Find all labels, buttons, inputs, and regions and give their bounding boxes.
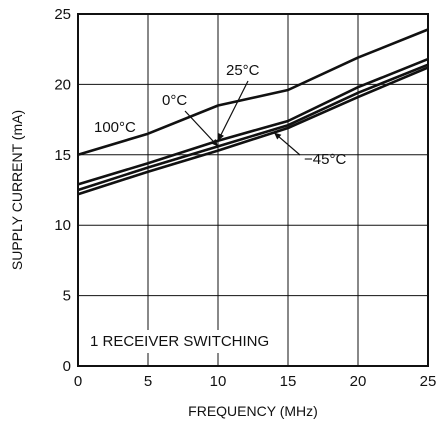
tick-labels: 0 5 10 15 20 25 0 5 10 15 20 25 — [54, 6, 436, 390]
series-label-0: 100°C — [94, 119, 136, 136]
y-tick-label-1: 5 — [63, 288, 71, 305]
series-arrowhead-3 — [274, 132, 282, 140]
series-arrowhead-1 — [218, 133, 225, 141]
series-labels: 100°C 25°C 0°C −45°C — [94, 62, 346, 168]
x-tick-label-3: 15 — [280, 373, 297, 390]
series-arrowhead-2 — [210, 139, 218, 147]
x-tick-label-5: 25 — [420, 373, 437, 390]
series-label-3: −45°C — [304, 151, 346, 168]
x-axis-title: FREQUENCY (MHz) — [188, 403, 318, 419]
y-tick-label-3: 15 — [54, 147, 71, 164]
series-line-0 — [77, 28, 429, 157]
x-tick-label-2: 10 — [210, 373, 227, 390]
annotation-background — [86, 330, 274, 353]
series-leader-1 — [217, 80, 249, 141]
x-tick-label-4: 20 — [350, 373, 367, 390]
series-line-1 — [77, 57, 429, 186]
series-label-2: 0°C — [162, 92, 187, 109]
x-tick-label-0: 0 — [74, 373, 82, 390]
y-tick-label-4: 20 — [54, 76, 71, 93]
y-tick-label-5: 25 — [54, 6, 71, 23]
series-line-2 — [77, 63, 429, 192]
series-line-3 — [77, 66, 429, 196]
x-tick-label-1: 5 — [144, 373, 152, 390]
y-axis-title: SUPPLY CURRENT (mA) — [9, 110, 25, 270]
annotation-text: 1 RECEIVER SWITCHING — [90, 333, 269, 350]
series-leader-2 — [184, 110, 219, 147]
plot-frame — [77, 13, 429, 367]
y-tick-label-0: 0 — [63, 358, 71, 375]
series-label-1: 25°C — [226, 62, 260, 79]
series-lines — [77, 28, 429, 196]
y-tick-label-2: 10 — [54, 217, 71, 234]
